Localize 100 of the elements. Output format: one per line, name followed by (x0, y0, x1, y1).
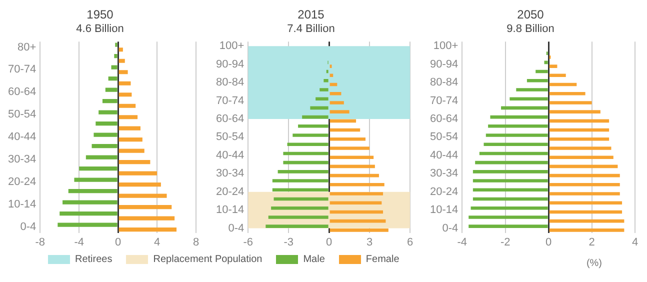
bar (118, 148, 144, 153)
x-tick-label: 4 (632, 236, 638, 248)
x-tick-label: -4 (74, 236, 84, 248)
bar (549, 128, 610, 132)
bar (330, 219, 386, 223)
bar (58, 222, 118, 227)
y-tick-label: 100+ (219, 40, 244, 52)
x-tick-label: 3 (366, 236, 373, 248)
y-tick-label: 80-84 (430, 76, 458, 89)
bar (108, 76, 118, 81)
bar (316, 97, 328, 100)
y-tick-label: 30-34 (216, 168, 244, 180)
bar (92, 144, 118, 148)
bar (549, 92, 586, 96)
y-tick-label: 40-44 (8, 131, 36, 144)
bar (330, 183, 384, 186)
chart-title: 1950 (86, 8, 114, 22)
bar (549, 174, 620, 178)
bar (118, 182, 161, 187)
bar (501, 106, 548, 110)
bar (468, 224, 548, 228)
bar (510, 97, 548, 100)
bar (330, 210, 384, 214)
bar (283, 160, 328, 164)
bar (549, 146, 612, 150)
y-tick-label: 60-64 (430, 113, 458, 126)
y-tick-label: 10-14 (216, 204, 244, 216)
chart-title: 2015 (298, 8, 325, 22)
bar (479, 152, 548, 156)
bar (472, 179, 548, 182)
bar (298, 124, 328, 128)
bar (536, 70, 548, 74)
bar (549, 119, 610, 123)
bar (266, 224, 328, 228)
bar (549, 110, 600, 114)
x-tick-label: 0 (326, 236, 332, 248)
y-tick-label: 70-74 (430, 94, 458, 107)
bar (118, 81, 131, 86)
bar (68, 189, 118, 194)
bar (60, 212, 118, 216)
legend-label: Male (303, 254, 325, 265)
bar (118, 104, 136, 108)
bar (549, 64, 558, 68)
bar (96, 122, 118, 126)
bar (86, 155, 118, 160)
chart-subtitle: 7.4 Billion (287, 23, 335, 36)
bar (330, 201, 382, 205)
bar (549, 219, 624, 223)
bar (549, 228, 624, 232)
bar (549, 183, 620, 186)
y-tick-label: 10-14 (8, 198, 36, 211)
chart-subtitle: 4.6 Billion (76, 23, 124, 36)
bar (118, 160, 150, 164)
bar (271, 206, 328, 210)
bar (544, 60, 548, 64)
chart-subtitle: 9.8 Billion (506, 23, 554, 36)
y-tick-label: 0-4 (442, 222, 458, 234)
bar (549, 156, 614, 159)
bar (549, 210, 622, 214)
bar (118, 126, 140, 130)
bar (526, 78, 548, 82)
x-tick-label: -6 (243, 236, 254, 248)
y-tick-label: 50-54 (430, 131, 458, 144)
bar (472, 188, 548, 192)
y-tick-label: 0-4 (20, 221, 36, 234)
bar (118, 48, 123, 52)
bar (118, 171, 158, 176)
bar (330, 164, 375, 168)
bar (118, 205, 172, 210)
bar (549, 74, 566, 78)
y-tick-label: 80-84 (216, 76, 244, 89)
bar (516, 88, 548, 92)
bar (324, 78, 328, 82)
bar (484, 142, 548, 146)
legend-label: Female (366, 254, 400, 265)
text: (%) (586, 258, 602, 269)
bar (118, 58, 125, 63)
bar (274, 197, 328, 201)
bar (74, 178, 118, 182)
y-tick-label: 20-24 (430, 186, 458, 198)
bar (475, 160, 548, 164)
bar (310, 106, 328, 110)
bar (114, 54, 118, 58)
bar (118, 115, 138, 120)
bar (118, 216, 175, 220)
bar (330, 128, 360, 132)
y-tick-label: 70-74 (8, 64, 36, 76)
bar (488, 124, 548, 128)
y-tick-label: 10-14 (430, 204, 458, 216)
y-tick-label: 50-54 (216, 131, 244, 144)
bar (320, 88, 328, 92)
y-tick-label: 90-94 (430, 58, 458, 70)
y-tick-label: 40-44 (216, 149, 244, 162)
y-tick-label: 60-64 (8, 86, 36, 98)
x-tick-label: 2 (588, 236, 595, 248)
bar (549, 201, 622, 205)
bar (79, 166, 118, 171)
bar (111, 65, 118, 70)
bar (330, 156, 374, 159)
y-tick-label: 30-34 (430, 168, 458, 180)
